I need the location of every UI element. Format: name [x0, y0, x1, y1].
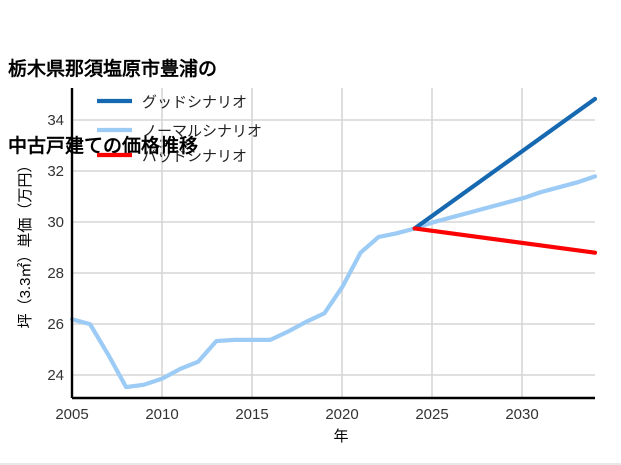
y-tick-label-34: 34 — [47, 112, 64, 129]
series-line-good — [412, 96, 598, 231]
axis-spines — [70, 88, 595, 400]
series-line-normal — [69, 174, 598, 390]
y-tick-label-24: 24 — [47, 367, 64, 384]
series-line-bad — [412, 226, 598, 255]
y-tick-label-32: 32 — [47, 163, 64, 180]
legend-label-normal: ノーマルシナリオ — [142, 123, 262, 140]
page-title-line-1: 栃木県那須塩原市豊浦の — [8, 59, 218, 81]
x-tick-label-2005: 2005 — [55, 406, 88, 423]
legend-label-good: グッドシナリオ — [142, 94, 247, 111]
x-axis-title: 年 — [333, 428, 348, 445]
y-tick-label-30: 30 — [47, 214, 64, 231]
y-axis-tick-labels: 24 26 28 30 32 34 — [47, 112, 64, 384]
bottom-divider — [0, 463, 621, 465]
page-title-line-2: 中古戸建ての価格推移 — [8, 136, 199, 158]
y-axis-title: 坪（3.3㎡）単価（万円） — [17, 158, 34, 329]
x-tick-label-2020: 2020 — [325, 406, 358, 423]
y-tick-label-28: 28 — [47, 265, 64, 282]
y-tick-label-26: 26 — [47, 316, 64, 333]
x-tick-label-2030: 2030 — [505, 406, 538, 423]
legend: グッドシナリオ ノーマルシナリオ バッドシナリオ — [97, 94, 262, 165]
legend-label-bad: バッドシナリオ — [142, 148, 247, 165]
x-tick-label-2010: 2010 — [145, 406, 178, 423]
x-axis-tick-labels: 2005 2010 2015 2020 2025 2030 — [55, 406, 538, 423]
x-tick-label-2025: 2025 — [415, 406, 448, 423]
x-tick-label-2015: 2015 — [235, 406, 268, 423]
page-title: 栃木県那須塩原市豊浦の 中古戸建ての価格推移 — [8, 6, 217, 211]
data-series — [69, 96, 598, 390]
